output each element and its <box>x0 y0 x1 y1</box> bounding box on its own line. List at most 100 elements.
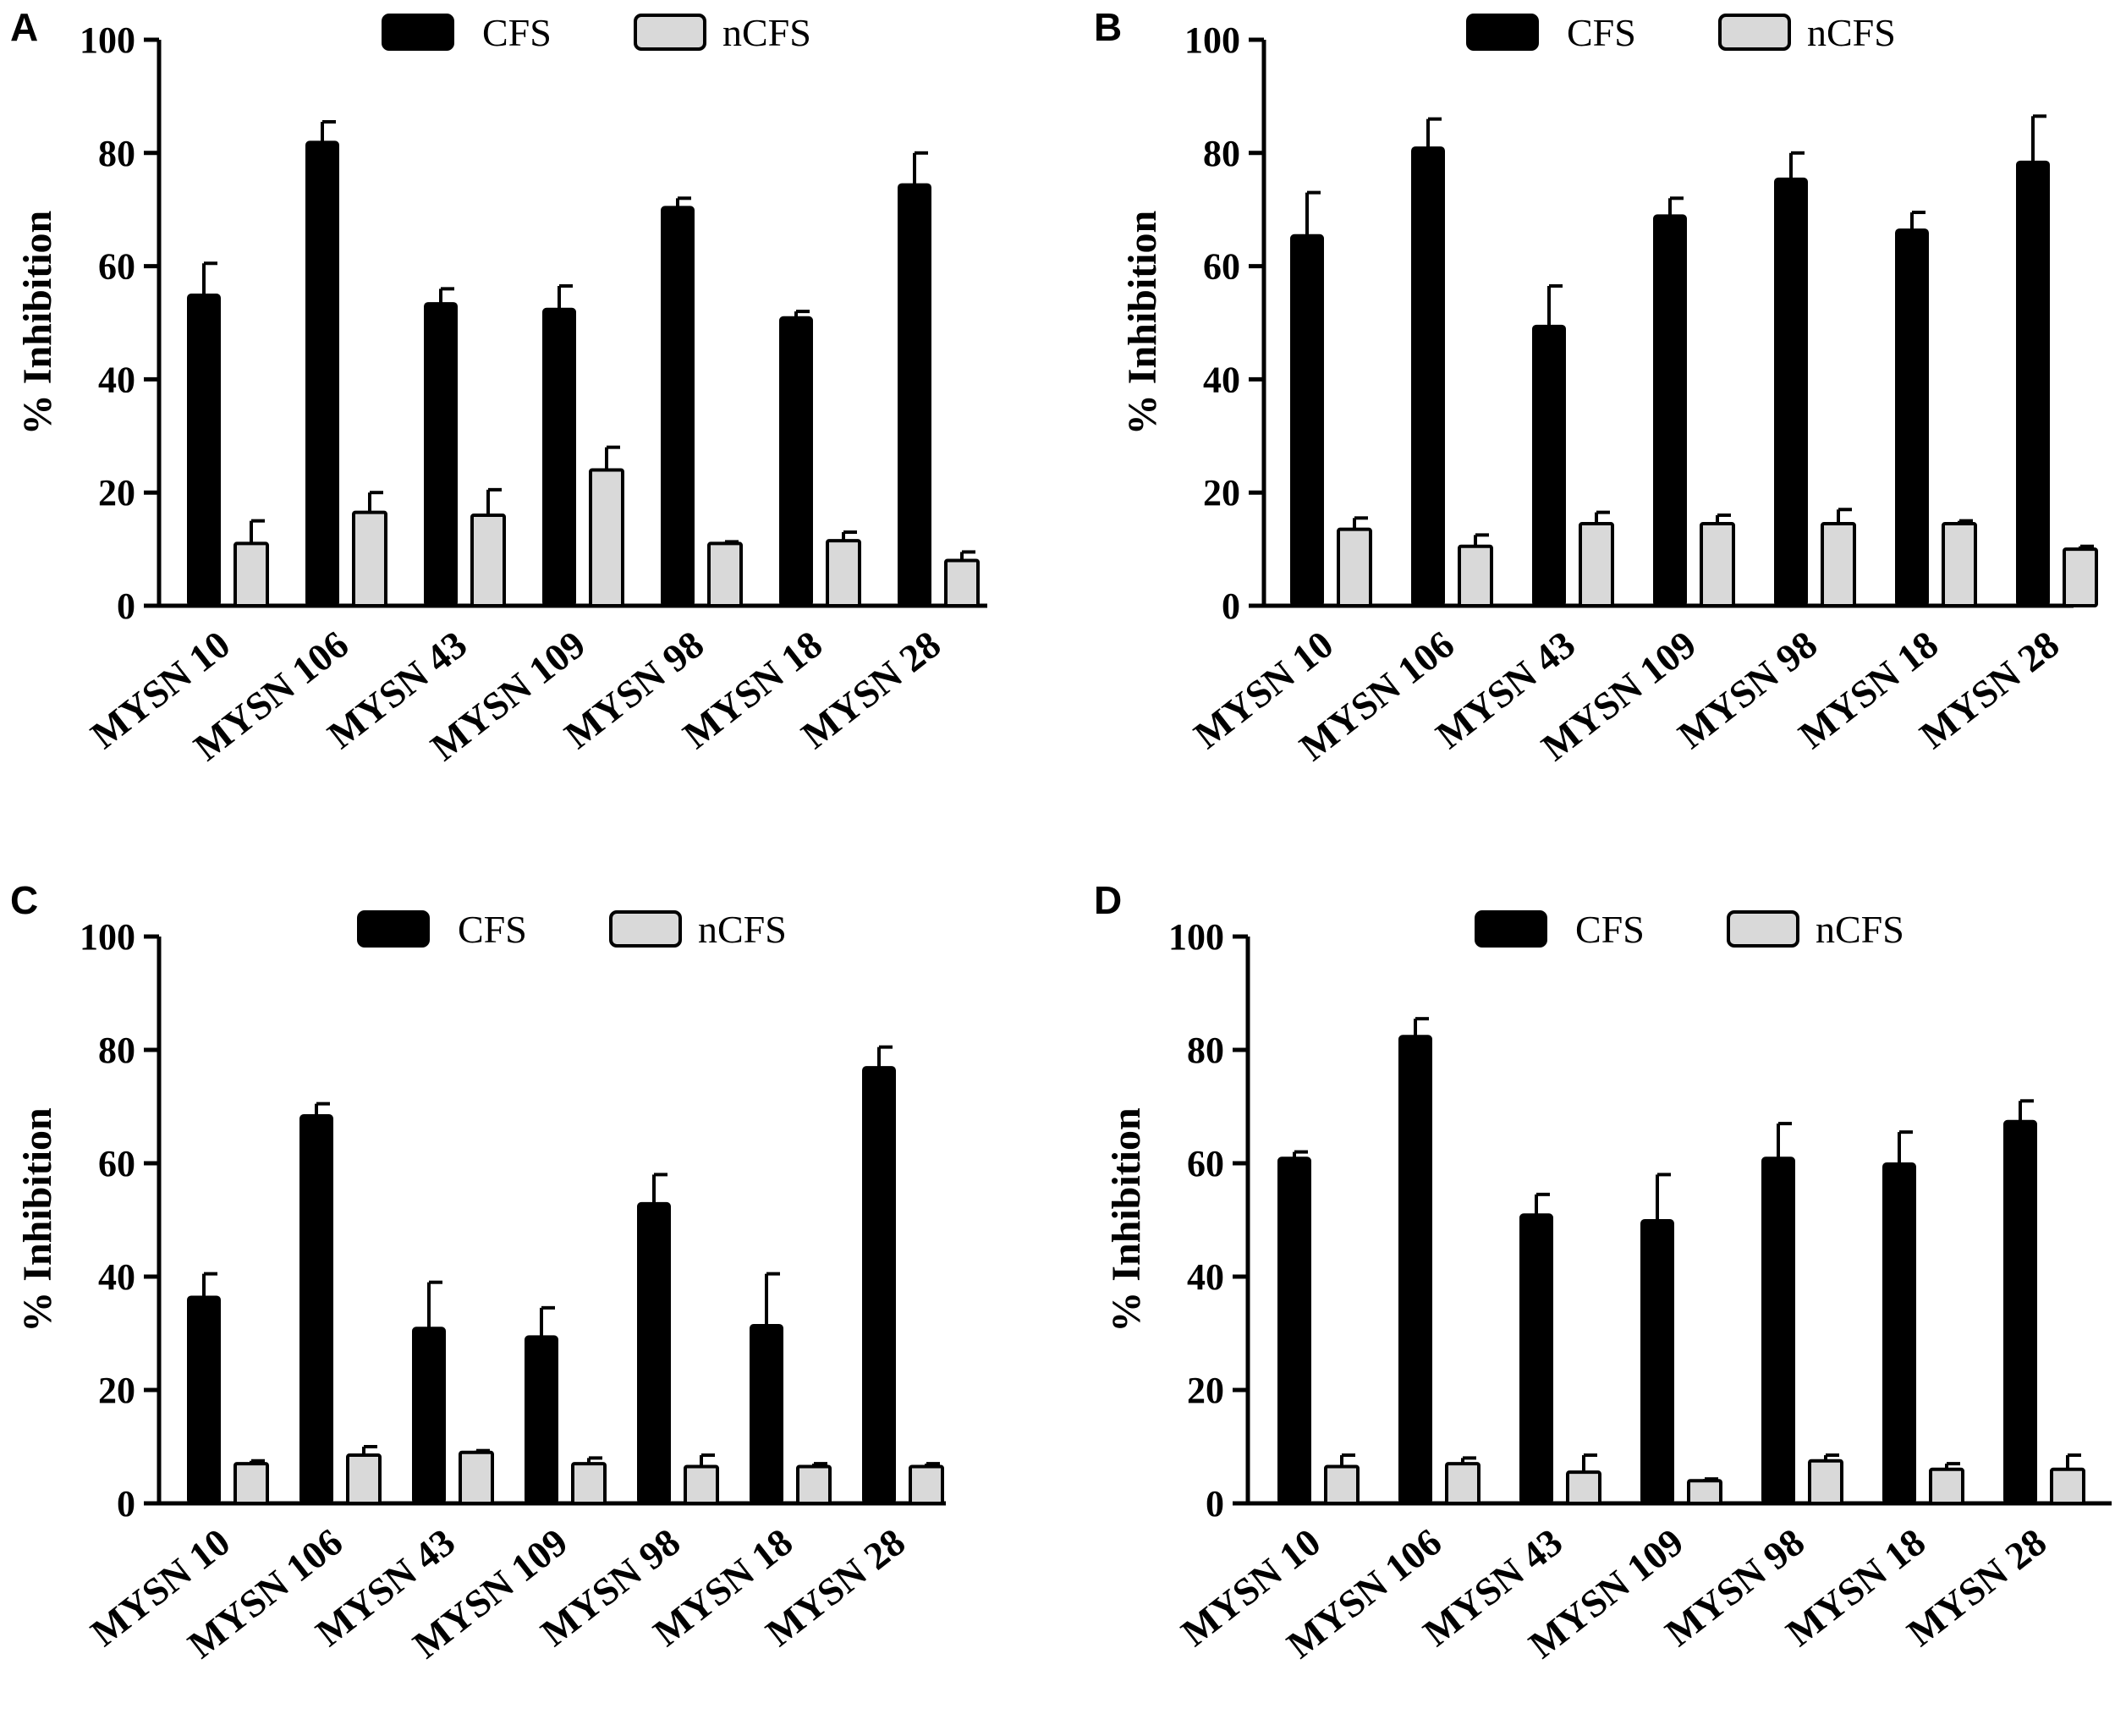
legend-label-ncfs: nCFS <box>698 908 787 951</box>
y-axis-label: % Inhibition <box>1120 211 1165 435</box>
ncfs-bar <box>1324 1464 1360 1505</box>
cfs-bar <box>1653 214 1687 607</box>
ncfs-bar <box>2063 547 2098 607</box>
legend-swatch-ncfs <box>609 910 682 948</box>
ncfs-bar <box>1808 1459 1843 1505</box>
legend-swatch-cfs <box>382 14 454 51</box>
y-tick-label: 20 <box>1187 1370 1224 1411</box>
legend-swatch-ncfs <box>1718 14 1791 51</box>
panel-letter: C <box>10 878 38 922</box>
ncfs-bar <box>233 1462 269 1505</box>
panel-letter: A <box>10 5 38 49</box>
legend-label-ncfs: nCFS <box>1816 908 1904 951</box>
ncfs-bar <box>1337 527 1372 607</box>
y-tick-label: 0 <box>117 585 135 627</box>
cfs-bar <box>1398 1035 1432 1504</box>
ncfs-bar <box>233 541 269 607</box>
legend-label-ncfs: nCFS <box>1807 11 1896 54</box>
cfs-bar <box>750 1323 783 1504</box>
y-axis-label: % Inhibition <box>15 211 60 435</box>
cfs-bar <box>305 140 339 607</box>
ncfs-bar <box>796 1464 832 1505</box>
y-tick-label: 80 <box>1187 1030 1224 1071</box>
ncfs-bar <box>470 513 506 608</box>
y-tick-label: 40 <box>1203 359 1240 400</box>
cfs-bar <box>898 183 931 607</box>
y-tick-label: 0 <box>1206 1483 1224 1524</box>
cfs-bar <box>424 302 458 607</box>
cfs-bar <box>1761 1156 1795 1505</box>
ncfs-bar <box>459 1450 494 1505</box>
cfs-bar <box>2016 160 2050 607</box>
legend-swatch-ncfs <box>634 14 706 51</box>
cfs-bar <box>1640 1219 1674 1504</box>
bar-group: MYSN 98 <box>557 196 743 757</box>
bar-group: MYSN 43 <box>1415 1192 1601 1655</box>
ncfs-bar <box>826 539 861 607</box>
y-tick-label: 80 <box>98 1030 135 1071</box>
y-tick-label: 60 <box>1187 1143 1224 1184</box>
ncfs-bar <box>1445 1462 1480 1505</box>
cfs-bar <box>299 1114 333 1505</box>
cfs-bar <box>862 1066 896 1504</box>
y-tick-label: 80 <box>98 133 135 174</box>
y-tick-label: 0 <box>117 1483 135 1524</box>
y-tick-label: 60 <box>98 246 135 288</box>
cfs-bar <box>1882 1162 1916 1504</box>
ncfs-bar <box>571 1462 607 1505</box>
y-tick-label: 100 <box>1168 916 1224 958</box>
ncfs-bar <box>1687 1479 1722 1505</box>
legend-label-cfs: CFS <box>1567 11 1636 54</box>
bar-group: MYSN 43 <box>1428 284 1614 757</box>
y-axis-label: % Inhibition <box>15 1107 60 1332</box>
cfs-bar <box>1411 146 1445 607</box>
cfs-bar <box>779 316 813 607</box>
panel-letter: B <box>1094 5 1122 49</box>
y-tick-label: 40 <box>1187 1256 1224 1298</box>
legend: CFS nCFS <box>1475 908 1904 951</box>
y-tick-label: 100 <box>1184 19 1240 61</box>
ncfs-bar <box>1821 521 1856 607</box>
legend-label-cfs: CFS <box>482 11 552 54</box>
bar-group: MYSN 18 <box>675 310 861 757</box>
y-tick-label: 60 <box>1203 246 1240 288</box>
y-tick-label: 0 <box>1222 585 1240 627</box>
y-tick-label: 40 <box>98 1256 135 1298</box>
cfs-bar <box>1532 324 1566 607</box>
legend-swatch-ncfs <box>1727 910 1799 948</box>
y-tick-label: 20 <box>98 1370 135 1411</box>
ncfs-bar <box>589 468 624 607</box>
cfs-bar <box>1277 1156 1311 1505</box>
cfs-bar <box>1774 177 1808 607</box>
cfs-bar <box>1519 1213 1553 1505</box>
ncfs-bar <box>1579 521 1614 607</box>
bar-group: MYSN 18 <box>1778 1130 1964 1655</box>
y-tick-label: 60 <box>98 1143 135 1184</box>
ncfs-bar <box>684 1464 719 1505</box>
ncfs-bar <box>1929 1467 1964 1506</box>
cfs-bar <box>661 206 695 607</box>
legend: CFS nCFS <box>382 11 811 54</box>
y-tick-label: 100 <box>80 19 135 61</box>
y-tick-label: 80 <box>1203 133 1240 174</box>
legend-label-ncfs: nCFS <box>722 11 811 54</box>
y-axis-label: % Inhibition <box>1104 1107 1149 1332</box>
bar-group: MYSN 28 <box>794 151 980 757</box>
y-tick-label: 40 <box>98 359 135 400</box>
ncfs-bar <box>346 1453 382 1506</box>
legend-label-cfs: CFS <box>1575 908 1645 951</box>
cfs-bar <box>1895 228 1929 607</box>
cfs-bar <box>1290 233 1324 607</box>
bar-group: MYSN 18 <box>1791 211 1977 757</box>
cfs-bar <box>412 1327 446 1505</box>
legend: CFS nCFS <box>1466 11 1896 54</box>
ncfs-bar <box>2050 1467 2085 1506</box>
legend-swatch-cfs <box>357 910 430 948</box>
bar-group: MYSN 98 <box>533 1173 719 1655</box>
y-tick-label: 100 <box>80 916 135 958</box>
